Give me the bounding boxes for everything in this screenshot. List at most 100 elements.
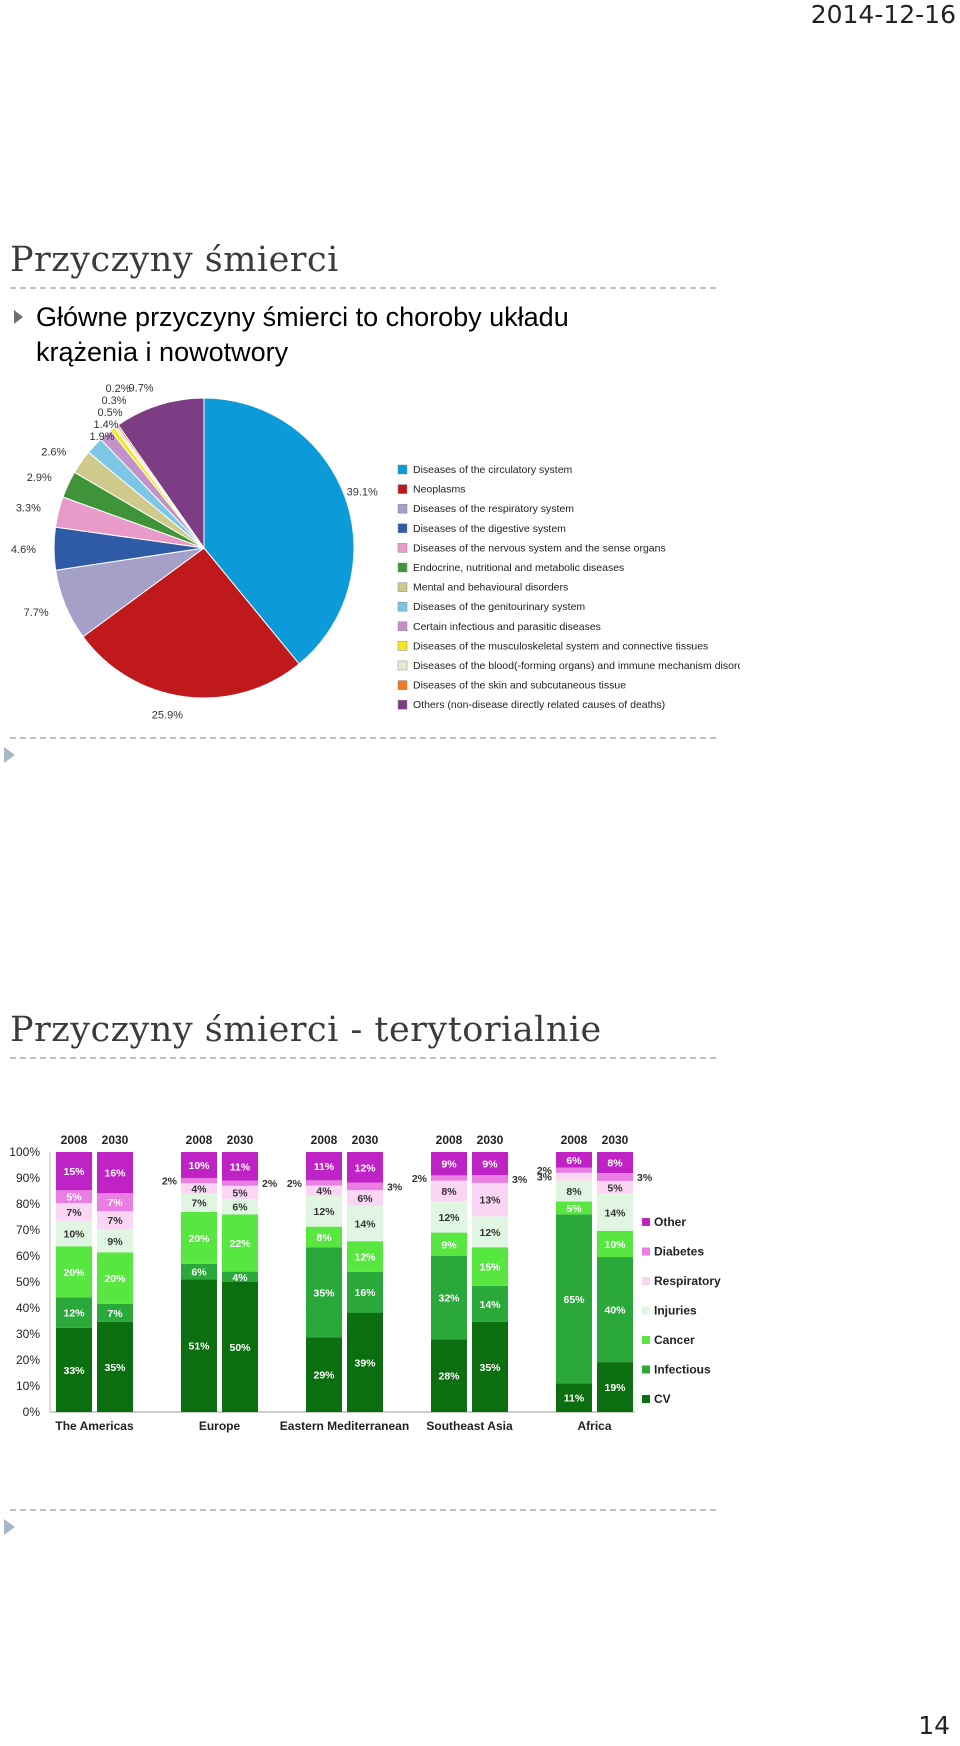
bar-segment: [56, 1152, 92, 1191]
bar-data-label: 6%: [232, 1202, 248, 1214]
bar-data-label: 7%: [107, 1308, 123, 1320]
bar-data-label: 20%: [63, 1267, 85, 1279]
bar-segment: [556, 1214, 592, 1384]
bar-segment: [222, 1180, 258, 1186]
legend-label: Diseases of the skin and subcutaneous ti…: [413, 680, 626, 692]
bar-data-label: 12%: [313, 1206, 335, 1218]
bar-data-label: 8%: [316, 1232, 332, 1244]
pie-value-label: 3.3%: [16, 503, 41, 515]
bar-segment: [306, 1152, 342, 1181]
bar-segment: [597, 1173, 633, 1181]
legend-label: CV: [654, 1392, 671, 1406]
legend-swatch: [642, 1336, 650, 1344]
bar-data-label: 10%: [63, 1229, 85, 1241]
bar-segment: [431, 1180, 467, 1202]
bar-year-label: 2008: [561, 1133, 588, 1147]
x-category-label: Eastern Mediterranean: [280, 1419, 409, 1433]
legend-label: Diseases of the circulatory system: [413, 464, 573, 476]
legend-label: Injuries: [654, 1304, 697, 1318]
bar-data-label: 7%: [107, 1215, 123, 1227]
legend-swatch: [397, 621, 408, 632]
bar-segment: [472, 1247, 508, 1286]
bar-segment: [222, 1185, 258, 1199]
y-tick-label: 50%: [16, 1275, 40, 1289]
bullet-arrow-icon: [14, 310, 23, 324]
legend-label: Diseases of the genitourinary system: [413, 601, 585, 613]
legend-label: Diabetes: [654, 1245, 704, 1259]
legend-label: Other: [654, 1215, 686, 1229]
bar-segment: [97, 1229, 133, 1253]
legend-swatch: [642, 1306, 650, 1315]
bar-data-label: 13%: [479, 1195, 501, 1207]
bar-segment: [97, 1152, 133, 1194]
bar-segment: [97, 1321, 133, 1412]
legend-swatch: [397, 562, 408, 573]
legend-swatch: [397, 641, 408, 651]
bar-segment: [472, 1182, 508, 1217]
y-tick-label: 0%: [23, 1405, 41, 1419]
bar-data-label: 5%: [607, 1182, 623, 1194]
bar-data-label: 14%: [354, 1218, 376, 1230]
bar-data-label: 35%: [313, 1287, 335, 1299]
pie-value-label: 1.4%: [93, 419, 118, 431]
bar-data-label: 22%: [229, 1238, 251, 1250]
legend-label: Certain infectious and parasitic disease…: [413, 621, 601, 633]
bar-segment: [431, 1201, 467, 1233]
legend-swatch: [397, 503, 408, 514]
bar-data-label: 3%: [537, 1172, 553, 1184]
legend-swatch: [397, 523, 408, 534]
nav-arrow-icon: [4, 747, 15, 763]
nav-arrow-icon: [4, 1519, 15, 1535]
bar-segment: [306, 1185, 342, 1196]
legend-swatch: [642, 1247, 650, 1256]
bar-data-label: 2%: [287, 1178, 303, 1190]
bar-segment: [472, 1152, 508, 1176]
bar-segment: [556, 1152, 592, 1168]
bar-year-label: 2030: [602, 1133, 629, 1147]
pie-value-label: 39.1%: [347, 486, 378, 498]
legend-label: Endocrine, nutritional and metabolic dis…: [413, 562, 624, 574]
bar-data-label: 7%: [66, 1207, 82, 1219]
bar-segment: [347, 1152, 383, 1183]
bar-year-label: 2030: [227, 1133, 254, 1147]
bar-data-label: 9%: [441, 1159, 457, 1171]
bar-segment: [347, 1205, 383, 1242]
bar-segment: [347, 1190, 383, 1206]
bar-segment: [181, 1183, 217, 1194]
legend-swatch: [397, 660, 408, 671]
bar-segment: [222, 1271, 258, 1282]
pie-slice: [203, 397, 355, 665]
bar-data-label: 8%: [441, 1186, 457, 1198]
bar-data-label: 15%: [63, 1166, 85, 1178]
legend-label: Diseases of the respiratory system: [413, 503, 574, 515]
bar-segment: [472, 1216, 508, 1248]
bar-data-label: 11%: [314, 1161, 335, 1173]
bar-segment: [347, 1271, 383, 1313]
bar-data-label: 35%: [104, 1362, 126, 1374]
bar-data-label: 2%: [162, 1176, 178, 1188]
bar-data-label: 19%: [604, 1382, 626, 1394]
bar-segment: [431, 1339, 467, 1412]
bar-data-label: 28%: [438, 1371, 460, 1383]
bar-segment: [556, 1201, 592, 1215]
bar-segment: [56, 1220, 92, 1247]
pie-value-label: 7.7%: [24, 607, 49, 619]
x-category-label: Africa: [577, 1419, 611, 1433]
legend-label: Diseases of the musculoskeletal system a…: [413, 640, 708, 652]
bar-segment: [306, 1337, 342, 1412]
bar-segment: [556, 1167, 592, 1173]
slide1-bullet-text: Główne przyczyny śmierci to choroby ukła…: [36, 302, 569, 367]
bar-segment: [97, 1252, 133, 1304]
pie-chart: 39.1%25.9%7.7%4.6%3.3%2.9%2.6%9.7%0.2%0.…: [11, 383, 740, 722]
bar-year-label: 2008: [61, 1133, 88, 1147]
bar-segment: [597, 1362, 633, 1412]
pie-value-label: 4.6%: [11, 544, 36, 556]
bar-data-label: 15%: [479, 1262, 501, 1274]
bar-data-label: 39%: [354, 1357, 376, 1369]
y-tick-label: 20%: [16, 1353, 40, 1367]
page-number: 14: [918, 1711, 950, 1740]
legend-label: Diseases of the blood(-forming organs) a…: [413, 660, 740, 672]
bar-segment: [347, 1182, 383, 1191]
legend-swatch: [397, 699, 408, 710]
bar-data-label: 12%: [479, 1227, 501, 1239]
